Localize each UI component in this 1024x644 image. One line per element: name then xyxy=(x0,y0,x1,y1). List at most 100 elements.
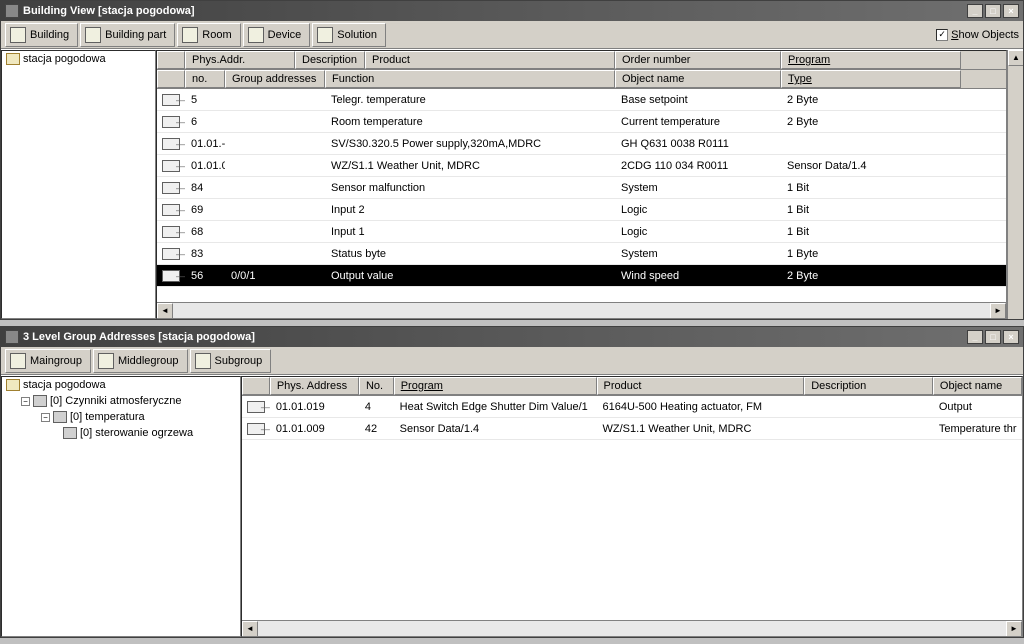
tree-node-main[interactable]: − [0] Czynniki atmosferyczne xyxy=(2,393,240,409)
building-part-button[interactable]: Building part xyxy=(80,23,175,47)
col-description[interactable]: Description xyxy=(804,377,933,395)
h-scrollbar[interactable]: ◄ ► xyxy=(242,620,1022,636)
maximize-button[interactable]: □ xyxy=(985,4,1001,18)
row-icon xyxy=(162,269,180,283)
table-row[interactable]: 01.01.---SV/S30.320.5 Power supply,320mA… xyxy=(157,133,1006,155)
middlegroup-button[interactable]: Middlegroup xyxy=(93,349,188,373)
col2-type[interactable]: Type xyxy=(781,70,961,88)
minimize-button[interactable]: _ xyxy=(967,4,983,18)
maximize-button[interactable]: □ xyxy=(985,330,1001,344)
device-label: Device xyxy=(268,29,302,41)
row-icon xyxy=(162,115,180,129)
device-button[interactable]: Device xyxy=(243,23,311,47)
minimize-button[interactable]: _ xyxy=(967,330,983,344)
v-scrollbar[interactable]: ▲ xyxy=(1007,50,1023,319)
device-icon xyxy=(248,27,264,43)
scroll-left-button[interactable]: ◄ xyxy=(242,621,258,637)
col2-function[interactable]: Function xyxy=(325,70,615,88)
col-phys-address[interactable]: Phys. Address xyxy=(270,377,359,395)
col-program[interactable]: Program xyxy=(781,51,961,69)
col-icon[interactable] xyxy=(242,377,270,395)
middlegroup-label: Middlegroup xyxy=(118,355,179,367)
cell-group-addr: 0/0/1 xyxy=(225,268,325,284)
room-icon xyxy=(182,27,198,43)
row-icon xyxy=(162,159,180,173)
tree-node-middle[interactable]: − [0] temperatura xyxy=(2,409,240,425)
building-tree[interactable]: stacja pogodowa xyxy=(1,50,156,319)
group-tree[interactable]: stacja pogodowa − [0] Czynniki atmosfery… xyxy=(1,376,241,637)
tree-root-label: stacja pogodowa xyxy=(23,53,106,65)
building-label: Building xyxy=(30,29,69,41)
grid-body[interactable]: 5Telegr. temperatureBase setpoint2 Byte6… xyxy=(157,89,1006,302)
titlebar[interactable]: 3 Level Group Addresses [stacja pogodowa… xyxy=(1,327,1023,347)
table-row[interactable]: 84Sensor malfunctionSystem1 Bit xyxy=(157,177,1006,199)
cell-no: 01.01.--- xyxy=(185,136,225,152)
cell-function: Output value xyxy=(325,268,615,284)
col2-no[interactable]: no. xyxy=(185,70,225,88)
col2-group-addr[interactable]: Group addresses xyxy=(225,70,325,88)
scroll-right-button[interactable]: ► xyxy=(990,303,1006,319)
device-grid: Phys.Addr. Description Product Order num… xyxy=(156,50,1007,319)
collapse-icon[interactable]: − xyxy=(41,413,50,422)
scroll-up-button[interactable]: ▲ xyxy=(1008,50,1023,66)
collapse-icon[interactable]: − xyxy=(21,397,30,406)
col-phys-addr[interactable]: Phys.Addr. xyxy=(185,51,295,69)
col-product[interactable]: Product xyxy=(597,377,805,395)
scroll-right-button[interactable]: ► xyxy=(1006,621,1022,637)
solution-label: Solution xyxy=(337,29,377,41)
cell-function: Room temperature xyxy=(325,114,615,130)
table-row[interactable]: 68Input 1Logic1 Bit xyxy=(157,221,1006,243)
col2-icon[interactable] xyxy=(157,70,185,88)
scroll-track[interactable] xyxy=(258,621,1006,636)
row-icon xyxy=(247,422,265,436)
table-row[interactable]: 01.01.0194Heat Switch Edge Shutter Dim V… xyxy=(242,396,1022,418)
table-row[interactable]: 01.01.001WZ/S1.1 Weather Unit, MDRC2CDG … xyxy=(157,155,1006,177)
table-row[interactable]: 5Telegr. temperatureBase setpoint2 Byte xyxy=(157,89,1006,111)
cell-program: Sensor Data/1.4 xyxy=(394,421,597,437)
solution-button[interactable]: Solution xyxy=(312,23,386,47)
scroll-track[interactable] xyxy=(173,303,990,318)
col-description[interactable]: Description xyxy=(295,51,365,69)
h-scrollbar[interactable]: ◄ ► xyxy=(157,302,1006,318)
grid-header-1: Phys.Addr. Description Product Order num… xyxy=(157,51,1006,70)
col-order-number[interactable]: Order number xyxy=(615,51,781,69)
subgroup-button[interactable]: Subgroup xyxy=(190,349,272,373)
tree-node-sub[interactable]: [0] sterowanie ogrzewa xyxy=(2,425,240,441)
table-row[interactable]: 560/0/1Output valueWind speed2 Byte xyxy=(157,265,1006,287)
col-program[interactable]: Program xyxy=(394,377,597,395)
maingroup-label: Maingroup xyxy=(30,355,82,367)
cell-group-addr xyxy=(225,98,325,102)
cell-no: 4 xyxy=(359,399,394,415)
tree-root[interactable]: stacja pogodowa xyxy=(2,377,240,393)
window-title: Building View [stacja pogodowa] xyxy=(23,5,195,17)
grid-body[interactable]: 01.01.0194Heat Switch Edge Shutter Dim V… xyxy=(242,396,1022,620)
col-object-name[interactable]: Object name xyxy=(933,377,1022,395)
cell-object-name: System xyxy=(615,246,781,262)
cell-no: 5 xyxy=(185,92,225,108)
table-row[interactable]: 01.01.00942Sensor Data/1.4WZ/S1.1 Weathe… xyxy=(242,418,1022,440)
table-row[interactable]: 6Room temperatureCurrent temperature2 By… xyxy=(157,111,1006,133)
titlebar[interactable]: Building View [stacja pogodowa] _ □ × xyxy=(1,1,1023,21)
row-icon xyxy=(162,181,180,195)
show-objects-checkbox[interactable]: ✓ xyxy=(936,29,948,41)
maingroup-button[interactable]: Maingroup xyxy=(5,349,91,373)
col2-object-name[interactable]: Object name xyxy=(615,70,781,88)
tree-root[interactable]: stacja pogodowa xyxy=(2,51,155,67)
row-icon xyxy=(162,93,180,107)
col-product[interactable]: Product xyxy=(365,51,615,69)
close-button[interactable]: × xyxy=(1003,4,1019,18)
col-icon[interactable] xyxy=(157,51,185,69)
table-row[interactable]: 69Input 2Logic1 Bit xyxy=(157,199,1006,221)
cell-object-name: Base setpoint xyxy=(615,92,781,108)
row-icon xyxy=(162,225,180,239)
scroll-left-button[interactable]: ◄ xyxy=(157,303,173,319)
tree-root-label: stacja pogodowa xyxy=(23,379,106,391)
close-button[interactable]: × xyxy=(1003,330,1019,344)
show-objects-label: Show Objects xyxy=(951,29,1019,41)
table-row[interactable]: 83Status byteSystem1 Byte xyxy=(157,243,1006,265)
maingroup-icon xyxy=(10,353,26,369)
building-button[interactable]: Building xyxy=(5,23,78,47)
col-no[interactable]: No. xyxy=(359,377,394,395)
cell-description xyxy=(804,427,933,431)
room-button[interactable]: Room xyxy=(177,23,240,47)
